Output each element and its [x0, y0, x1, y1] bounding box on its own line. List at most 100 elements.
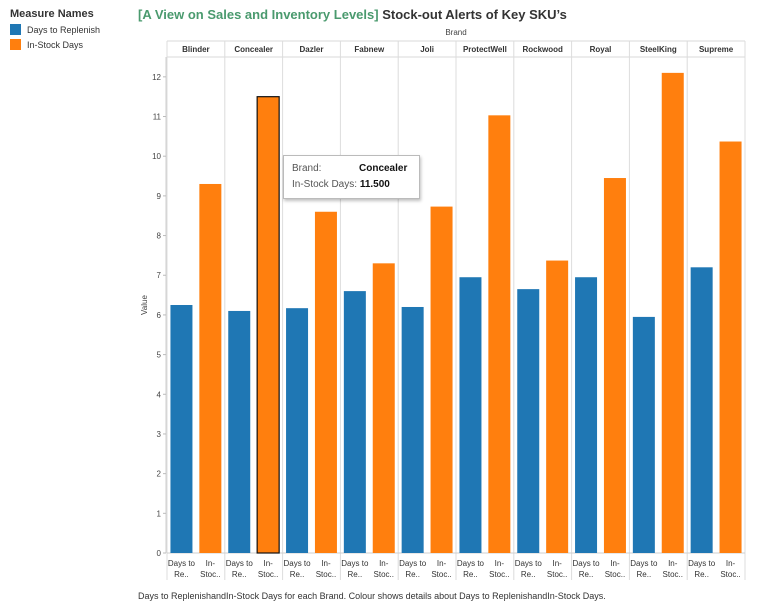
brand-header-label: Royal	[590, 45, 612, 54]
y-tick-label: 0	[157, 549, 162, 558]
bar	[517, 289, 540, 553]
x-sub-label-line1: Days to	[399, 559, 427, 568]
brand-header-label: Fabnew	[354, 45, 385, 54]
legend-label: In-Stock Days	[27, 39, 84, 50]
legend-item-days-to-replenish[interactable]: Days to Replenish	[10, 24, 100, 35]
x-sub-label-line1: Days to	[341, 559, 369, 568]
brand-header-label: Rockwood	[522, 45, 563, 54]
x-sub-label-line2: Stoc..	[547, 570, 567, 579]
y-tick-label: 8	[157, 232, 162, 241]
title-part-1: [A View on Sales and Inventory Levels]	[138, 7, 379, 22]
x-sub-label-line1: Days to	[515, 559, 543, 568]
y-tick-label: 2	[157, 470, 162, 479]
x-sub-label-line2: Re..	[290, 570, 305, 579]
x-sub-label-line1: In-	[552, 559, 562, 568]
x-sub-label-line1: Days to	[630, 559, 658, 568]
chart-caption: Days to ReplenishandIn-Stock Days for ea…	[138, 591, 606, 601]
x-sub-label-line1: Days to	[168, 559, 196, 568]
y-tick-label: 7	[157, 271, 162, 280]
x-sub-label-line2: Re..	[463, 570, 478, 579]
x-sub-label-line2: Re..	[521, 570, 536, 579]
bar	[632, 316, 655, 553]
x-sub-label-line2: Re..	[579, 570, 594, 579]
bar	[343, 291, 366, 553]
bar	[199, 183, 222, 553]
x-sub-label-line1: In-	[321, 559, 331, 568]
x-sub-label-line2: Re..	[174, 570, 189, 579]
bar	[546, 260, 569, 553]
y-tick-label: 6	[157, 311, 162, 320]
bar	[314, 211, 337, 553]
y-tick-label: 5	[157, 351, 162, 360]
x-sub-label-line1: Days to	[283, 559, 311, 568]
x-sub-label-line2: Re..	[348, 570, 363, 579]
legend-item-in-stock-days[interactable]: In-Stock Days	[10, 39, 100, 50]
x-sub-label-line2: Re..	[232, 570, 247, 579]
x-sub-label-line2: Stoc..	[489, 570, 509, 579]
x-sub-label-line2: Stoc..	[200, 570, 220, 579]
column-header-title: Brand	[445, 28, 466, 37]
brand-header-label: Supreme	[699, 45, 734, 54]
legend-swatch-blue	[10, 24, 21, 35]
legend: Measure Names Days to Replenish In-Stock…	[10, 8, 100, 54]
x-sub-label-line2: Stoc..	[720, 570, 740, 579]
x-sub-label-line1: In-	[379, 559, 389, 568]
x-sub-label-line1: In-	[495, 559, 505, 568]
brand-header-label: SteelKing	[640, 45, 677, 54]
legend-label: Days to Replenish	[27, 24, 101, 35]
tooltip-days-value: 11.500	[359, 179, 390, 190]
title-part-2: Stock-out Alerts of Key SKU’s	[382, 7, 567, 22]
bar	[286, 308, 309, 553]
x-sub-label-line1: In-	[263, 559, 273, 568]
tooltip-brand-value: Concealer	[359, 163, 408, 174]
x-sub-label-line1: Days to	[457, 559, 485, 568]
y-tick-label: 1	[157, 509, 162, 518]
tooltip-days-row: In-Stock Days: 11.500	[292, 179, 390, 190]
x-sub-label-line1: In-	[610, 559, 620, 568]
bar	[575, 277, 598, 553]
x-sub-label-line1: In-	[668, 559, 678, 568]
x-sub-label-line1: In-	[437, 559, 447, 568]
x-sub-label-line1: Days to	[572, 559, 600, 568]
x-sub-label-line2: Stoc..	[316, 570, 336, 579]
bar	[372, 263, 395, 553]
bar-highlighted	[256, 96, 280, 554]
brand-header-label: Dazler	[299, 45, 323, 54]
x-sub-label-line1: Days to	[688, 559, 716, 568]
y-tick-label: 11	[153, 113, 162, 122]
tooltip-brand-label: Brand:	[292, 163, 322, 174]
page-title: [A View on Sales and Inventory Levels] S…	[138, 7, 567, 22]
legend-title: Measure Names	[10, 8, 94, 20]
x-sub-label-line2: Stoc..	[374, 570, 394, 579]
bar	[228, 310, 251, 553]
x-sub-label-line2: Re..	[694, 570, 709, 579]
x-sub-label-line2: Stoc..	[431, 570, 451, 579]
bar	[661, 72, 684, 553]
tooltip-days-label: In-Stock Days:	[292, 179, 358, 190]
y-tick-label: 3	[157, 430, 162, 439]
tooltip: Brand: Concealer In-Stock Days: 11.500	[283, 155, 420, 199]
x-sub-label-line2: Re..	[405, 570, 420, 579]
y-tick-label: 4	[157, 390, 162, 399]
brand-header-label: Blinder	[182, 45, 210, 54]
bar	[459, 277, 482, 553]
x-sub-label-line2: Stoc..	[663, 570, 683, 579]
x-sub-label-line1: In-	[206, 559, 216, 568]
y-tick-label: 12	[152, 73, 161, 82]
bar	[690, 267, 713, 553]
x-sub-label-line2: Stoc..	[258, 570, 278, 579]
bar	[719, 141, 742, 553]
x-sub-label-line1: In-	[726, 559, 736, 568]
y-axis-label: Value	[140, 295, 149, 315]
y-tick-label: 10	[152, 152, 161, 161]
brand-header-label: Concealer	[234, 45, 273, 54]
y-tick-label: 9	[157, 192, 162, 201]
tooltip-brand-row: Brand: Concealer	[292, 163, 407, 174]
bar	[401, 306, 424, 553]
legend-swatch-orange	[10, 39, 21, 50]
brand-header-label: Joli	[420, 45, 434, 54]
brand-header-label: ProtectWell	[463, 45, 507, 54]
bar	[488, 115, 511, 554]
bar	[430, 206, 453, 553]
